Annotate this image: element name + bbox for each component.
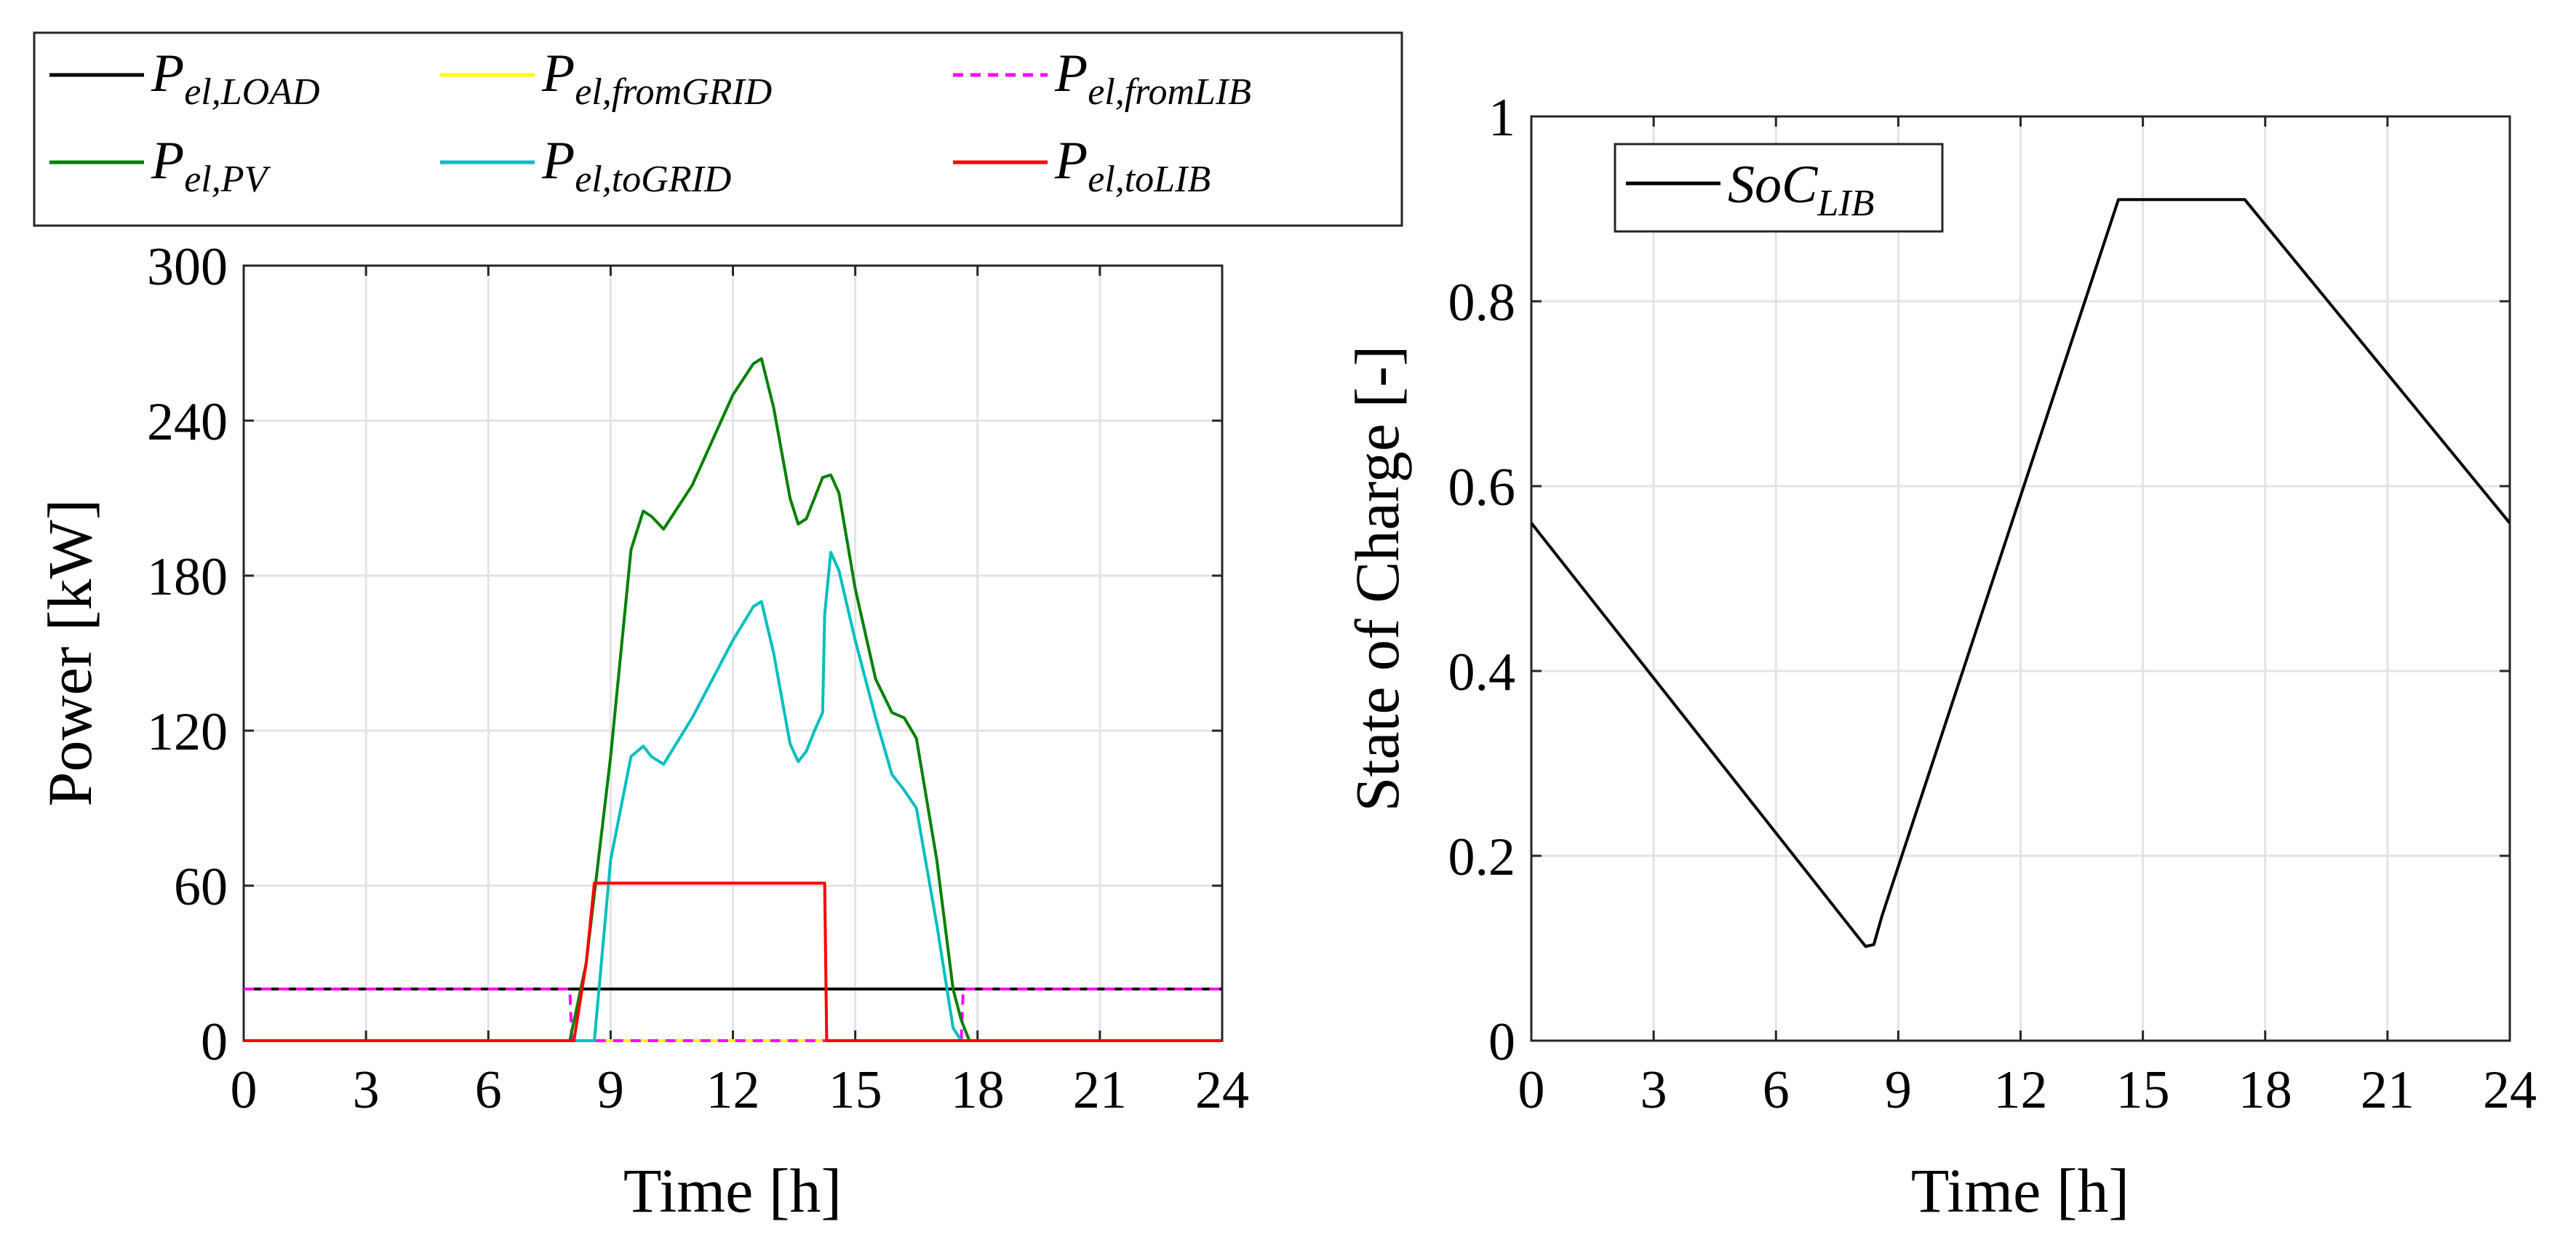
soc-chart-x-tick-labels: 0 3 6 9 12 15 18 21 24: [1518, 1060, 2537, 1120]
legend-label-main: P: [151, 44, 184, 103]
legend-label-main: P: [1054, 44, 1088, 103]
soc-chart-y-tick-labels: 0 0.2 0.4 0.6 0.8 1: [1448, 88, 1516, 1072]
soc-chart-y-tick-label: 0.6: [1448, 458, 1516, 517]
soc-chart-legend-entries: SoCLIB: [1626, 155, 1874, 224]
power-chart-x-tick-label: 0: [231, 1060, 258, 1120]
soc-chart-x-tick-label: 9: [1885, 1060, 1912, 1120]
power-chart-x-axis-label: Time [h]: [623, 1156, 842, 1226]
series-line-soc-lib: [1530, 198, 2511, 948]
power-chart-x-tick-label: 24: [1195, 1060, 1249, 1120]
soc-chart-x-tick-label: 24: [2483, 1060, 2537, 1120]
series-line-p-el-fromlib: [244, 988, 1222, 1042]
legend-label-p-el-pv: Pel,PV: [151, 131, 271, 200]
legend-label-sub: el,PV: [184, 159, 271, 200]
soc-chart-y-tick-label: 1: [1488, 88, 1515, 148]
soc-chart-x-axis-label: Time [h]: [1911, 1156, 2129, 1226]
legend-label-sub: LIB: [1817, 183, 1874, 224]
power-chart-legend-box: [33, 31, 1403, 227]
soc-chart-x-tick-label: 15: [2116, 1060, 2170, 1120]
legend-label-soc-lib: SoCLIB: [1728, 155, 1874, 224]
soc-chart: 0 3 6 9 12 15 18 21 24 0 0.2 0.4 0.6 0.8 1 Time [h] S…: [1342, 88, 2537, 1226]
legend-label-p-el-tolib: Pel,toLIB: [1054, 131, 1211, 200]
soc-chart-y-tick-label: 0.4: [1448, 643, 1516, 702]
soc-chart-y-tick-label: 0.8: [1448, 273, 1516, 333]
soc-chart-x-tick-label: 6: [1763, 1060, 1790, 1120]
legend-label-p-el-load: Pel,LOAD: [151, 44, 320, 113]
power-chart-series: [244, 357, 1222, 1042]
power-chart-y-tick-label: 60: [174, 857, 228, 917]
power-chart-x-tick-label: 12: [706, 1060, 760, 1120]
legend-label-main: P: [1054, 131, 1088, 191]
legend-label-p-el-togrid: Pel,toGRID: [541, 131, 731, 200]
soc-chart-y-axis-label: State of Charge [-]: [1342, 346, 1412, 812]
power-chart-x-tick-label: 9: [597, 1060, 624, 1120]
power-chart-y-axis-label: Power [kW]: [35, 499, 105, 807]
power-chart-x-tick-label: 6: [475, 1060, 502, 1120]
legend-label-main: P: [541, 131, 575, 191]
series-line-p-el-pv: [244, 357, 1222, 1042]
power-chart-x-tick-label: 15: [829, 1060, 882, 1120]
power-chart-tick-marks: [242, 264, 1224, 1042]
legend-label-main: SoC: [1728, 155, 1819, 215]
series-line-p-el-togrid: [244, 551, 1222, 1042]
power-chart-x-tick-labels: 0 3 6 9 12 15 18 21 24: [231, 1060, 1250, 1120]
legend-label-main: P: [151, 131, 184, 191]
soc-chart-gridlines: [1531, 116, 2510, 1041]
legend-label-main: P: [541, 44, 575, 103]
legend-label-sub: el,toGRID: [575, 159, 731, 200]
soc-chart-tick-marks: [1530, 115, 2511, 1042]
legend-label-p-el-fromgrid: Pel,fromGRID: [541, 44, 772, 113]
power-chart-y-tick-label: 240: [147, 392, 228, 452]
legend-label-sub: el,LOAD: [184, 71, 319, 113]
power-chart-y-tick-label: 180: [147, 547, 228, 607]
legend-label-p-el-fromlib: Pel,fromLIB: [1054, 44, 1251, 113]
soc-chart-series: [1530, 198, 2511, 948]
legend-label-sub: el,fromLIB: [1088, 71, 1251, 113]
soc-chart-x-tick-label: 18: [2238, 1060, 2292, 1120]
power-chart-y-tick-label: 120: [147, 702, 228, 762]
power-chart-gridlines: [244, 266, 1222, 1041]
soc-chart-legend: SoCLIB: [1614, 143, 1944, 233]
power-chart-y-tick-label: 0: [201, 1012, 228, 1072]
series-line-p-el-tolib: [244, 881, 1222, 1042]
legend-label-sub: el,fromGRID: [575, 71, 772, 113]
soc-chart-x-tick-label: 3: [1640, 1060, 1667, 1120]
soc-chart-x-tick-label: 21: [2361, 1060, 2414, 1120]
soc-chart-legend-box: [1614, 143, 1944, 233]
power-chart-y-tick-labels: 0 60 120 180 240 300: [147, 237, 228, 1072]
power-chart-x-tick-label: 21: [1073, 1060, 1127, 1120]
power-chart-y-tick-label: 300: [147, 237, 228, 297]
soc-chart-x-tick-label: 0: [1518, 1060, 1545, 1120]
soc-chart-x-tick-label: 12: [1994, 1060, 2048, 1120]
soc-chart-y-tick-label: 0: [1488, 1012, 1515, 1072]
legend-label-sub: el,toLIB: [1088, 159, 1211, 200]
power-chart-x-tick-label: 18: [951, 1060, 1005, 1120]
soc-chart-y-tick-label: 0.2: [1448, 827, 1516, 887]
power-chart-x-tick-label: 3: [353, 1060, 380, 1120]
